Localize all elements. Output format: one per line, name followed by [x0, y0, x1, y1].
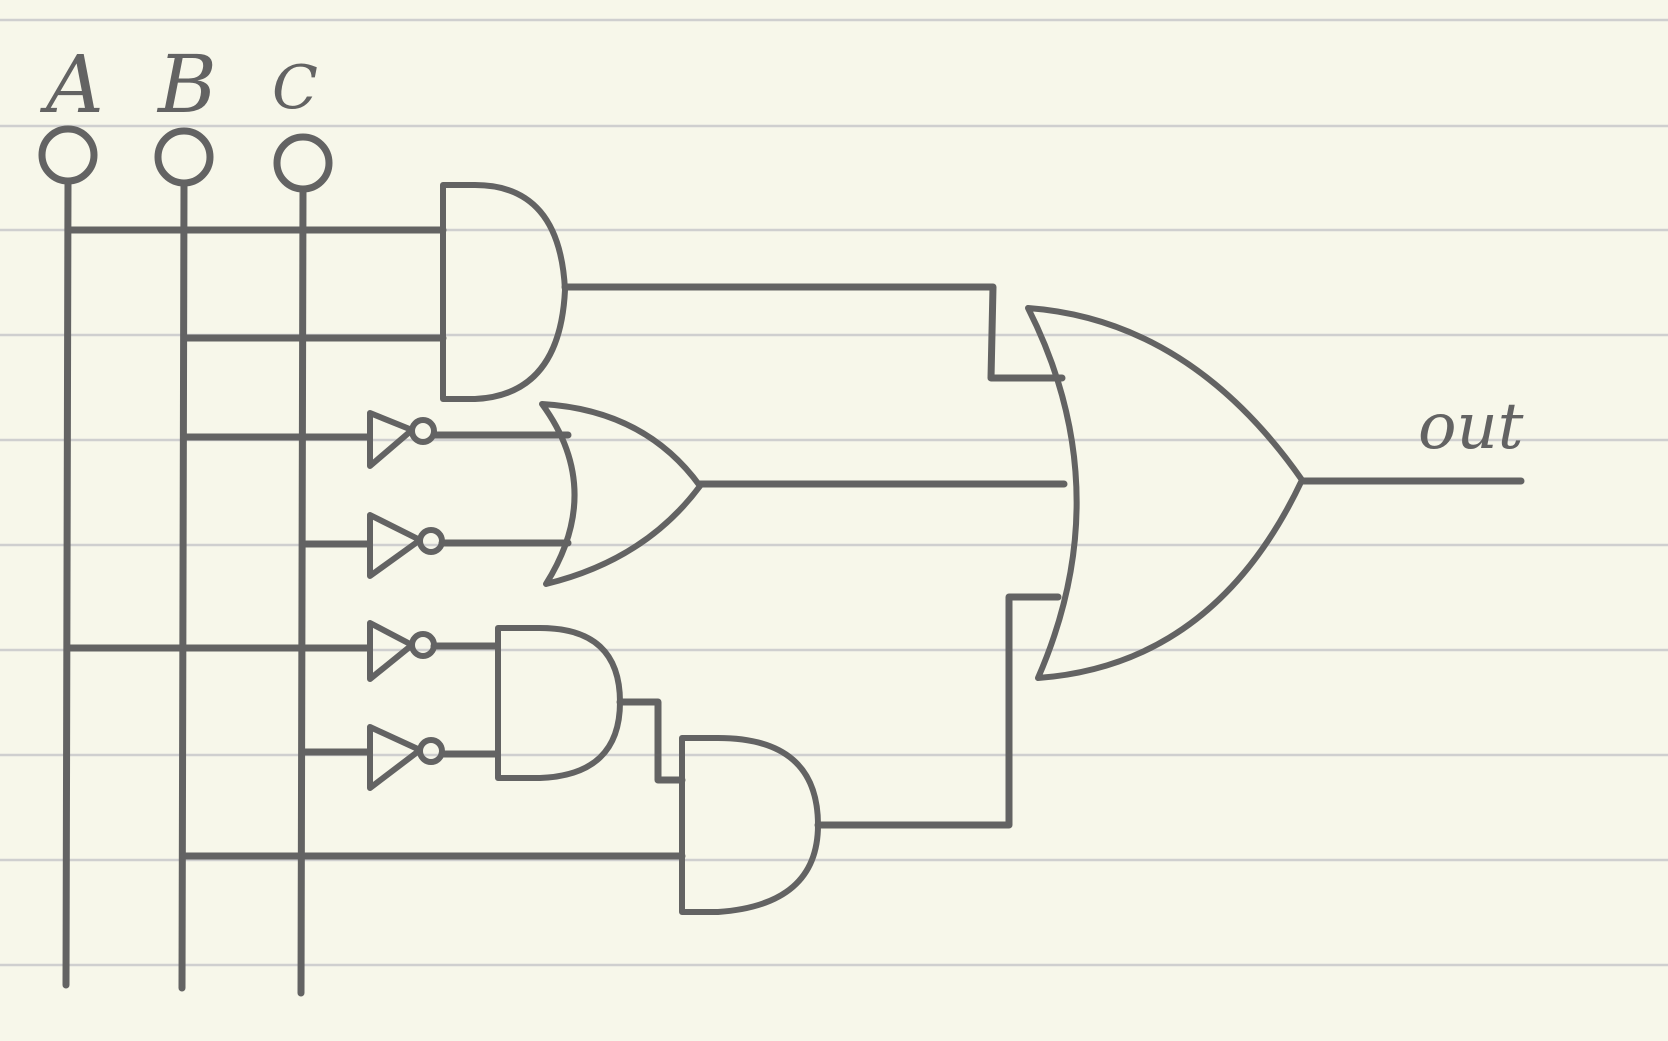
- input-terminal-a[interactable]: [38, 125, 98, 185]
- wire-and1-to-and2: [616, 698, 686, 784]
- wire-and-top-to-or: [561, 283, 1066, 382]
- and-gate-top: [440, 182, 568, 402]
- bus-wire-a: [62, 177, 72, 989]
- output-label: out: [1418, 390, 1524, 464]
- input-terminal-c[interactable]: [273, 133, 333, 193]
- input-label-c: C: [272, 53, 318, 123]
- bus-wire-c: [297, 185, 307, 997]
- or-gate-final: [1025, 305, 1305, 681]
- tap-wires: [64, 226, 686, 860]
- input-label-a: A: [39, 38, 104, 131]
- not-gate-b: [367, 410, 437, 469]
- wire-and-lower-to-or: [814, 593, 1062, 829]
- input-terminal-b[interactable]: [154, 127, 214, 187]
- not-gate-c-lower: [367, 724, 445, 791]
- input-label-b: B: [156, 38, 217, 131]
- or-gate-middle: [539, 401, 703, 587]
- and-gate-lower-2: [679, 735, 821, 915]
- bus-wire-b: [178, 179, 188, 992]
- not-output-wires: [430, 431, 572, 758]
